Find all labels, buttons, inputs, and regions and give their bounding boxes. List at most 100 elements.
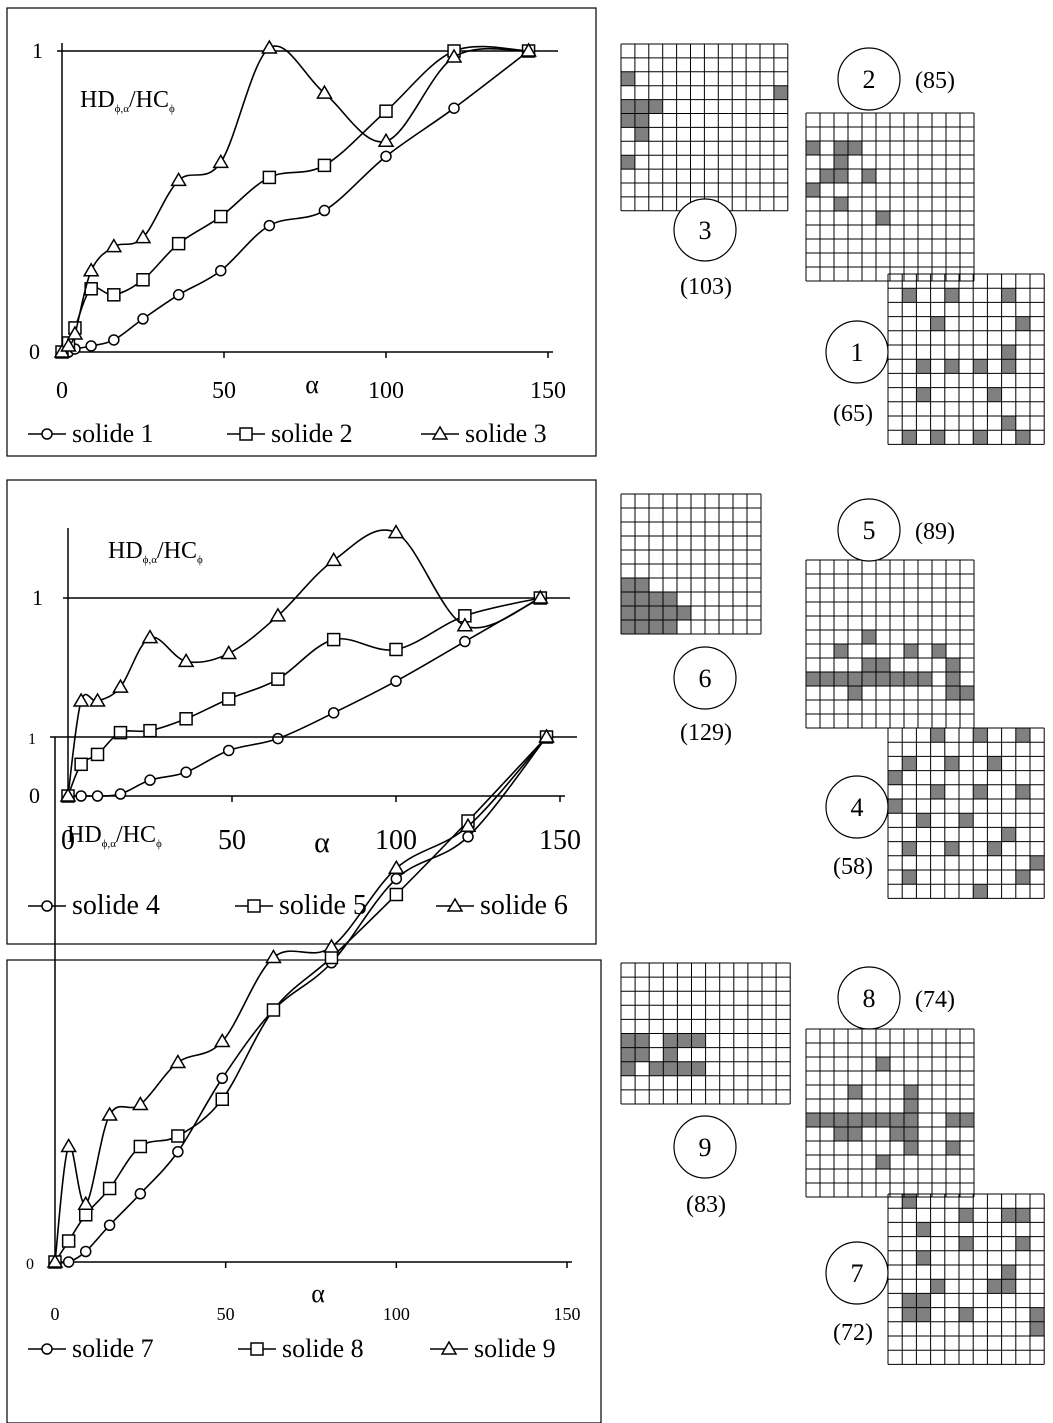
filled-cell [834,1127,848,1141]
filled-cell [1015,1236,1030,1251]
data-point [89,692,106,707]
legend-marker [41,900,53,912]
filled-cell [806,141,820,155]
x-axis-label: α [311,1279,325,1308]
filled-cell [888,770,903,785]
data-point [263,219,276,232]
series-solide-3 [53,39,537,358]
filled-cell [834,155,848,169]
filled-cell [834,169,848,183]
y-label-main: HD [108,538,143,564]
pattern-7: 7 (72) [825,1193,1045,1365]
filled-cell [621,155,635,170]
filled-cell [946,1113,960,1127]
filled-cell [973,359,988,374]
series-line [67,529,541,797]
data-point [112,678,129,693]
filled-cell [862,672,876,686]
filled-cell [973,884,988,899]
filled-cell [663,620,677,634]
filled-cell [902,288,917,303]
pattern-label-circle [825,320,889,384]
legend-marker [247,899,261,913]
filled-cell [902,430,917,445]
data-point [220,644,238,660]
filled-cell [621,592,635,606]
legend-label: solide 4 [72,890,160,921]
filled-cell [648,99,663,114]
data-point [377,132,395,148]
filled-cell [916,387,931,402]
filled-cell [1015,430,1030,445]
y-tick-label: 0 [29,339,40,364]
y-tick-label: 1 [32,38,43,63]
data-point [170,171,187,187]
x-tick-label: 50 [218,825,246,856]
filled-cell [635,1047,650,1062]
filled-cell [1015,784,1030,799]
filled-cell [902,1194,917,1209]
filled-cell [848,1127,862,1141]
pattern-label-circle [825,775,889,839]
x-tick-label: 100 [375,825,417,856]
filled-cell [930,784,945,799]
pattern-3: 3 (103) [620,43,789,300]
filled-cell [902,1307,917,1322]
data-point [214,209,228,224]
data-point [171,1129,185,1143]
pattern-9: 9 (83) [620,962,791,1218]
filled-cell [916,1293,931,1308]
series-solide-6 [59,524,549,802]
data-point [134,1188,147,1200]
data-point [169,1054,187,1069]
legend-marker [239,427,253,441]
filled-cell [1015,1208,1030,1223]
data-point [317,158,332,173]
filled-cell [1015,316,1030,331]
filled-cell [904,1113,918,1127]
pattern-label-circle [837,47,901,111]
data-point [101,1106,118,1121]
filled-cell [621,99,635,114]
data-point [456,617,474,632]
y-tick-label: 1 [28,731,36,748]
legend-marker [446,897,464,912]
y-label-subscript: ϕ,α [143,554,158,566]
x-tick-label: 150 [539,825,581,856]
legend-marker [431,425,449,440]
filled-cell [634,113,649,128]
pattern-1: 1 (65) [825,273,1045,445]
data-point [77,1195,95,1210]
filled-cell [904,1127,918,1141]
data-point [326,632,341,647]
y-axis-label: HDϕ,α/HCϕ [80,87,175,115]
filled-cell [888,799,903,814]
filled-cell [973,784,988,799]
data-point [318,204,331,217]
data-point [390,675,402,687]
data-point [323,938,340,953]
y-tick-label: 1 [32,585,43,610]
data-point [316,84,333,99]
pattern-count: (83) [686,1192,726,1218]
filled-cell [862,169,876,183]
filled-cell [932,644,946,658]
pattern-label: 2 [863,65,876,94]
filled-cell [1001,416,1016,431]
data-point [215,1092,230,1106]
filled-cell [1001,1265,1016,1280]
legend-marker [41,428,53,440]
data-point [137,313,149,325]
pattern-label-circle [837,966,901,1030]
pattern-count: (89) [915,519,955,545]
filled-cell [621,1047,636,1062]
filled-cell [621,71,635,86]
filled-cell [959,1208,974,1223]
legend-label: solide 6 [480,890,568,921]
filled-cell [946,672,960,686]
pattern-label-circle [673,1115,737,1179]
series-solide-9 [46,728,555,1268]
y-label-mid: /HC [116,822,156,848]
filled-cell [916,359,931,374]
